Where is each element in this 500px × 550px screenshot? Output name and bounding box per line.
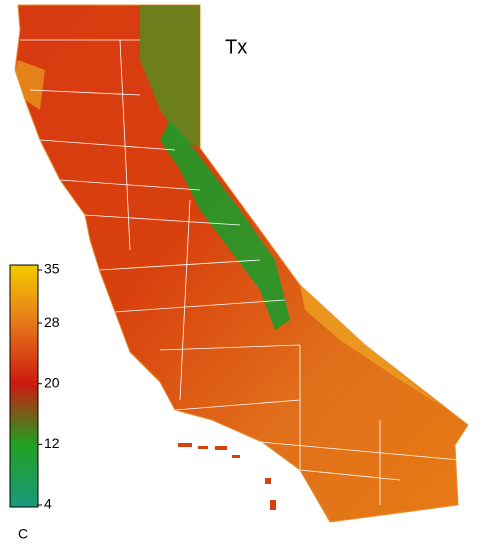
- colorbar-tick-label: 28: [44, 314, 60, 330]
- north-plateau: [140, 5, 200, 148]
- county-lines: [20, 39, 461, 505]
- colorbar-tick-label: 20: [44, 374, 60, 390]
- colorbar-ramp: [9, 264, 39, 508]
- california-map: [14, 4, 469, 523]
- colorbar-tick-label: 12: [44, 435, 60, 451]
- colorbar-tick-label: 4: [44, 496, 52, 512]
- colorbar-unit: C: [18, 526, 28, 542]
- colorbar: 35 28 20 12 4: [9, 261, 60, 512]
- colorbar-tick-label: 35: [44, 261, 60, 277]
- north-coast-warm: [15, 60, 45, 110]
- islands: [178, 443, 276, 510]
- map-title: Tx: [225, 36, 247, 58]
- sierra-highlands: [160, 120, 290, 330]
